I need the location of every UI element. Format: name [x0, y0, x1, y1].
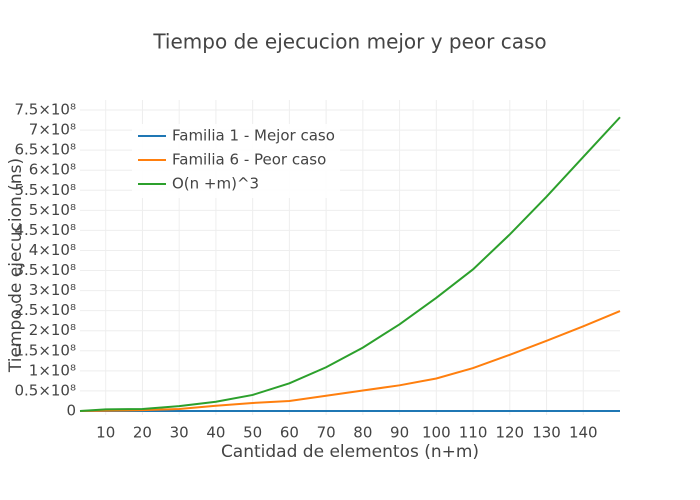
legend: Familia 1 - Mejor caso Familia 6 - Peor c… [132, 124, 340, 198]
x-tick-label: 30 [170, 424, 189, 442]
y-axis-title: Tiempo de ejecucion (ns) [6, 158, 26, 373]
x-axis-title: Cantidad de elementos (n+m) [221, 442, 479, 462]
y-tick-label: 4.5×10⁸ [14, 221, 76, 239]
x-tick-label: 90 [390, 424, 409, 442]
y-tick-label: 2.5×10⁸ [14, 301, 76, 319]
legend-box [132, 124, 340, 198]
y-tick-label: 1.5×10⁸ [14, 341, 76, 359]
legend-label: O(n +m)^3 [172, 175, 259, 193]
x-tick-label: 60 [280, 424, 299, 442]
x-tick-label: 120 [495, 424, 524, 442]
y-tick-label: 4×10⁸ [29, 241, 76, 259]
y-tick-label: 6×10⁸ [29, 161, 76, 179]
series-line [79, 116, 621, 412]
y-tick-label: 7.5×10⁸ [14, 101, 76, 119]
x-tick-label: 130 [532, 424, 561, 442]
legend-label: Familia 1 - Mejor caso [172, 127, 335, 145]
series-line [79, 310, 621, 412]
y-tick-label: 2×10⁸ [29, 321, 76, 339]
x-tick-label: 70 [317, 424, 336, 442]
x-tick-label: 50 [243, 424, 262, 442]
y-tick-label: 0 [66, 401, 76, 419]
x-tick-label: 110 [459, 424, 488, 442]
x-tick-label: 100 [422, 424, 451, 442]
y-tick-label: 3.5×10⁸ [14, 261, 76, 279]
y-tick-label: 5.5×10⁸ [14, 181, 76, 199]
x-tick-label: 80 [353, 424, 372, 442]
legend-label: Familia 6 - Peor caso [172, 151, 326, 169]
chart-title: Tiempo de ejecucion mejor y peor caso [152, 30, 546, 54]
x-tick-label: 10 [96, 424, 115, 442]
y-tick-label: 0.5×10⁸ [14, 381, 76, 399]
x-tick-label: 20 [133, 424, 152, 442]
x-tick-label: 40 [206, 424, 225, 442]
y-tick-label: 5×10⁸ [29, 201, 76, 219]
y-tick-label: 3×10⁸ [29, 281, 76, 299]
x-tick-label: 140 [569, 424, 598, 442]
y-tick-label: 1×10⁸ [29, 361, 76, 379]
y-tick-label: 6.5×10⁸ [14, 141, 76, 159]
y-tick-label: 7×10⁸ [29, 121, 76, 139]
